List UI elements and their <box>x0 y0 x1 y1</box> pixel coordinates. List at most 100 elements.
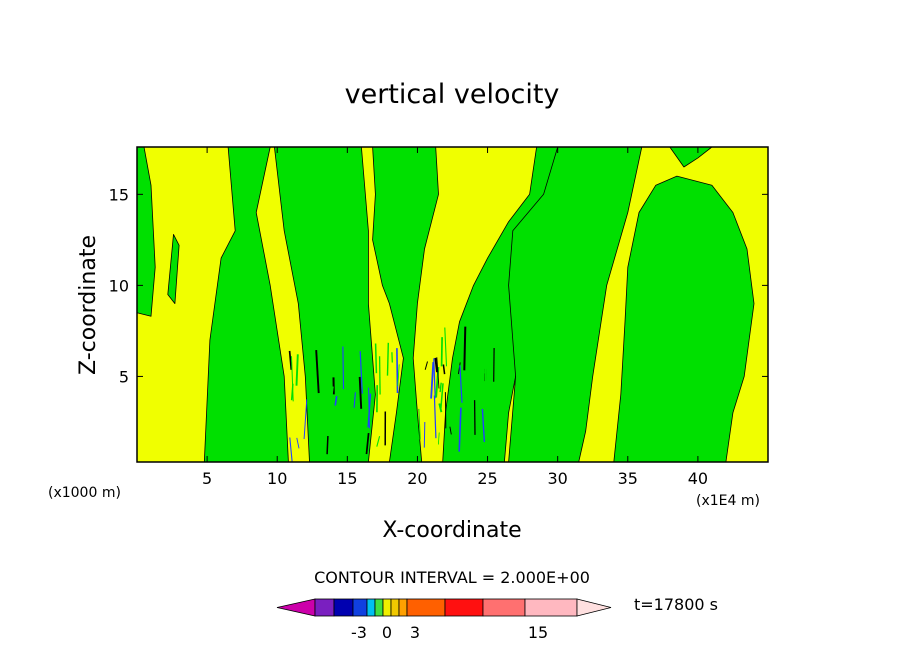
fine-structure-69 <box>418 408 421 440</box>
fine-structure-50 <box>289 437 293 462</box>
x-tick-label: 5 <box>202 469 212 488</box>
y-tick-label: 15 <box>109 185 129 204</box>
colorbar-segment-0 <box>276 598 316 617</box>
x-tick-label: 25 <box>477 469 497 488</box>
fine-structure-43 <box>291 356 294 402</box>
fine-structure-34 <box>481 408 486 443</box>
fine-structure-14 <box>396 348 399 394</box>
colorbar-tick-label: 3 <box>410 623 420 642</box>
fine-structure-54 <box>430 362 435 399</box>
fine-structure-22 <box>433 395 437 439</box>
plot-area: 5 10 15 20 25 30 35 40 5 10 15 <box>109 146 769 488</box>
x-axis-label: X-coordinate <box>382 518 521 543</box>
colorbar-segment-12 <box>524 598 578 617</box>
colorbar-segment-8 <box>398 598 408 617</box>
colorbar-tick-label: 15 <box>528 623 548 642</box>
fine-structure-18 <box>423 421 426 448</box>
x-tick-label: 35 <box>618 469 638 488</box>
contour-fine-structure <box>288 316 503 462</box>
x-axis-ticks: 5 10 15 20 25 30 35 40 <box>202 147 708 488</box>
time-label: t=17800 s <box>634 595 718 614</box>
plot-frame <box>136 146 769 463</box>
fine-structure-57 <box>444 327 448 367</box>
x-tick-label: 40 <box>688 469 708 488</box>
fine-structure-33 <box>355 316 359 364</box>
chart-title: vertical velocity <box>345 79 560 110</box>
fine-structure-41 <box>295 354 299 386</box>
x-tick-label: 15 <box>337 469 357 488</box>
fine-structure-55 <box>498 391 503 419</box>
y-tick-label: 5 <box>119 367 129 386</box>
fine-structure-26 <box>334 395 338 406</box>
fine-structure-31 <box>374 343 378 374</box>
fine-structure-40 <box>463 326 467 371</box>
colorbar-segment-1 <box>314 598 335 617</box>
colorbar: -3 0 3 15 <box>276 598 612 642</box>
colorbar-segment-10 <box>444 598 484 617</box>
fine-structure-24 <box>424 361 428 370</box>
fine-structure-23 <box>475 423 481 451</box>
fine-structure-10 <box>367 393 372 428</box>
contour-interval-label: CONTOUR INTERVAL = 2.000E+00 <box>314 568 590 587</box>
colorbar-segment-11 <box>482 598 526 617</box>
y-axis-label: Z-coordinate <box>76 235 101 375</box>
colorbar-tick-label: 0 <box>382 623 392 642</box>
fine-structure-29 <box>471 317 475 363</box>
colorbar-segment-2 <box>333 598 354 617</box>
fine-structure-13 <box>386 342 389 376</box>
x-tick-label: 10 <box>267 469 287 488</box>
y-axis-ticks: 5 10 15 <box>109 185 768 386</box>
x-tick-label: 20 <box>407 469 427 488</box>
contour-region-7 <box>613 175 755 463</box>
fine-structure-0 <box>288 350 293 370</box>
contour-region-1 <box>167 233 180 305</box>
fine-structure-63 <box>484 449 486 462</box>
fine-structure-11 <box>324 402 327 422</box>
x-tick-label: 30 <box>547 469 567 488</box>
y-tick-label: 10 <box>109 276 129 295</box>
y-unit-note: (x1E4 m) <box>696 493 760 509</box>
fine-structure-48 <box>326 435 329 455</box>
fine-structure-2 <box>433 358 436 399</box>
fine-structure-3 <box>439 382 442 393</box>
fine-structure-42 <box>296 437 300 449</box>
colorbar-segment-7 <box>390 598 400 617</box>
fine-structure-8 <box>442 364 446 375</box>
fine-structure-66 <box>459 365 463 403</box>
contour-regions <box>136 146 755 463</box>
fine-structure-64 <box>434 357 438 373</box>
fine-structure-12 <box>358 376 363 409</box>
colorbar-segment-5 <box>374 598 384 617</box>
fine-structure-47 <box>483 398 487 412</box>
fine-structure-61 <box>329 386 334 404</box>
fine-structure-68 <box>436 357 440 389</box>
fine-structure-38 <box>353 392 356 408</box>
fine-structure-58 <box>458 407 462 452</box>
fine-structure-37 <box>397 364 400 387</box>
fine-structure-39 <box>337 371 342 396</box>
fine-structure-1 <box>402 391 406 430</box>
colorbar-segment-13 <box>576 598 612 617</box>
fine-structure-28 <box>315 350 320 394</box>
fine-structure-45 <box>378 356 381 395</box>
fine-structure-62 <box>359 351 363 394</box>
colorbar-segment-3 <box>352 598 368 617</box>
fine-structure-30 <box>342 346 345 390</box>
fine-structure-46 <box>303 399 308 440</box>
fine-structure-67 <box>440 337 443 367</box>
fine-structure-65 <box>438 432 440 445</box>
x-unit-note: (x1000 m) <box>48 485 121 501</box>
fine-structure-20 <box>449 426 452 435</box>
colorbar-segment-4 <box>366 598 376 617</box>
fine-structure-56 <box>365 433 370 455</box>
colorbar-tick-label: -3 <box>351 623 367 642</box>
colorbar-tick-labels: -3 0 3 15 <box>351 623 548 642</box>
fine-structure-16 <box>457 362 461 375</box>
fine-structure-7 <box>353 399 358 420</box>
colorbar-segment-6 <box>382 598 392 617</box>
colorbar-segment-9 <box>406 598 446 617</box>
fine-structure-59 <box>440 383 444 409</box>
fine-structure-17 <box>376 436 381 447</box>
fine-structure-9 <box>397 404 402 420</box>
